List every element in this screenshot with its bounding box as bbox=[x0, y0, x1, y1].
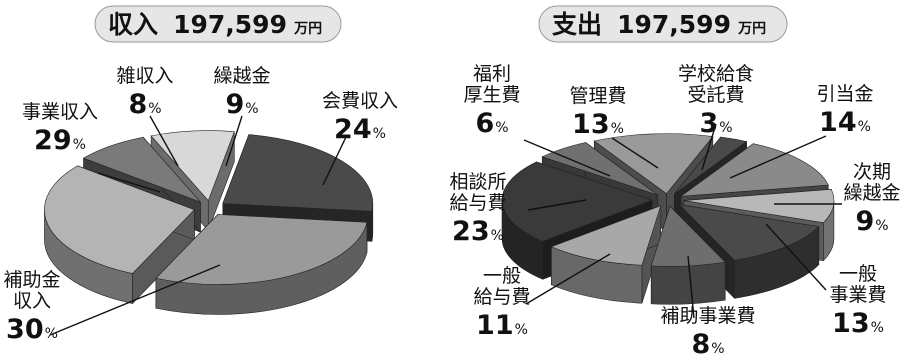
slice-label-text: 補助金 bbox=[3, 269, 60, 291]
slice-label-text: 福利 bbox=[473, 63, 511, 85]
slice-value: 3% bbox=[699, 108, 732, 139]
leader-line bbox=[97, 172, 161, 193]
pie-slice bbox=[550, 205, 662, 304]
slice-label-text: 給与費 bbox=[449, 192, 506, 214]
expense-header: 支出 197,599 万円 bbox=[538, 5, 788, 43]
leader-line bbox=[729, 135, 827, 179]
slice-top bbox=[678, 204, 820, 261]
slice-label-text: 補助事業費 bbox=[660, 305, 755, 327]
slice-label-text: 会費収入 bbox=[322, 90, 398, 112]
leader-line bbox=[525, 253, 611, 305]
slice-label-text: 事業収入 bbox=[22, 101, 98, 123]
leader-line bbox=[611, 137, 659, 169]
slice-labels: 会費収入24%補助金収入30%事業収入29%雑収入8%繰越金9%学校給食受託費3… bbox=[3, 63, 900, 360]
slice-top bbox=[679, 143, 829, 197]
slice-label-text: 一般 bbox=[483, 265, 521, 287]
slice-label-text: 雑収入 bbox=[116, 65, 173, 87]
income-title-pill bbox=[94, 5, 342, 43]
slice-value: 30% bbox=[6, 314, 58, 345]
slice-label-text: 受託費 bbox=[687, 84, 744, 106]
slice-label-text: 繰越金 bbox=[213, 65, 270, 87]
slice-side bbox=[650, 261, 726, 305]
income-header: 収入 197,599 万円 bbox=[94, 5, 342, 43]
slice-label-text: 繰越金 bbox=[843, 182, 900, 204]
slice-label-text: 一般 bbox=[839, 263, 877, 285]
slice-value: 9% bbox=[225, 89, 258, 120]
leader-line bbox=[149, 115, 179, 167]
slice-value: 29% bbox=[34, 125, 86, 156]
slice-label-text: 収入 bbox=[13, 290, 51, 312]
pie-slice bbox=[44, 165, 195, 305]
leader-line bbox=[322, 136, 347, 186]
slice-value: 14% bbox=[819, 107, 871, 138]
expense-title-pill bbox=[538, 5, 788, 43]
slice-label-text: 事業費 bbox=[829, 284, 886, 306]
slice-top bbox=[155, 214, 368, 285]
slice-top bbox=[541, 142, 658, 196]
slice-top bbox=[44, 165, 195, 274]
slice-top bbox=[593, 133, 714, 195]
expense-pie bbox=[501, 133, 835, 305]
pie-slice bbox=[155, 213, 368, 315]
slice-top bbox=[82, 136, 201, 203]
slice-value: 13% bbox=[832, 308, 884, 339]
leader-line bbox=[687, 255, 695, 319]
slice-value: 24% bbox=[334, 114, 386, 145]
leader-line bbox=[523, 139, 611, 177]
pie-slice bbox=[650, 205, 726, 305]
slice-top bbox=[674, 136, 748, 195]
slice-label-text: 引当金 bbox=[816, 83, 873, 105]
leader-line bbox=[225, 115, 243, 167]
slice-value: 9% bbox=[855, 206, 888, 237]
slice-top bbox=[222, 134, 374, 212]
slice-top bbox=[150, 130, 235, 202]
income-pie bbox=[44, 130, 374, 315]
slice-label-text: 次期 bbox=[853, 161, 891, 183]
slice-top bbox=[683, 189, 835, 224]
slice-value: 8% bbox=[691, 329, 724, 360]
slice-value: 11% bbox=[476, 310, 528, 341]
slice-label-text: 管理費 bbox=[569, 85, 626, 107]
slice-top bbox=[550, 205, 662, 266]
slice-value: 8% bbox=[128, 89, 161, 120]
leader-line bbox=[49, 264, 221, 336]
income-title: 収入 197,599 万円 bbox=[108, 10, 322, 39]
slice-label-text: 厚生費 bbox=[463, 84, 520, 106]
expense-title: 支出 197,599 万円 bbox=[552, 10, 766, 39]
slice-label-text: 相談所 bbox=[449, 171, 506, 193]
slice-value: 6% bbox=[475, 108, 508, 139]
slice-value: 13% bbox=[572, 109, 624, 140]
leader-line bbox=[701, 123, 717, 171]
slice-value: 23% bbox=[452, 216, 504, 247]
leader-line bbox=[527, 199, 587, 211]
leader-line bbox=[765, 223, 827, 291]
slice-label-text: 学校給食 bbox=[678, 63, 754, 85]
slice-label-text: 給与費 bbox=[473, 286, 530, 308]
